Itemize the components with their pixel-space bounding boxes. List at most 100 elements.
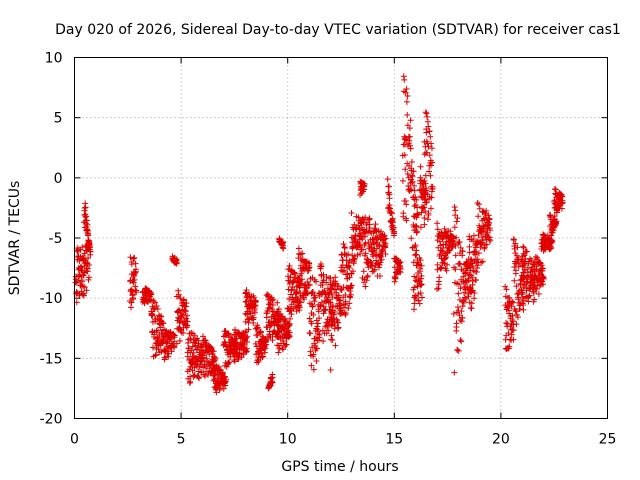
data-point [359,246,366,253]
data-point [180,311,187,318]
data-point [342,292,349,299]
data-point [474,264,481,271]
data-point [451,203,458,210]
data-point [523,248,530,255]
data-point [190,349,197,356]
data-point [293,308,300,315]
data-point [402,166,409,173]
data-point [269,379,276,386]
data-point [475,232,482,239]
data-point [311,298,318,305]
data-point [184,318,191,325]
data-point [428,194,435,201]
data-point [379,247,386,254]
data-point [356,242,363,249]
data-point [403,217,410,224]
data-point [411,203,418,210]
data-point [519,290,526,297]
data-point [469,278,476,285]
x-tick-label: 10 [279,432,297,448]
data-point [298,276,305,283]
data-point [412,194,419,201]
data-point [331,309,338,316]
data-point [196,375,203,382]
data-point [327,274,334,281]
data-point [404,92,411,99]
data-point [425,123,432,130]
data-point [474,256,481,263]
data-point [286,315,293,322]
data-point [280,346,287,353]
data-point [533,286,540,293]
data-point [513,283,520,290]
data-point [79,278,86,285]
data-point [426,152,433,159]
data-point [82,204,89,211]
data-point [429,183,436,190]
data-point [469,263,476,270]
data-point [241,342,248,349]
data-point [417,257,424,264]
data-point [471,295,478,302]
data-point [367,258,374,265]
data-point [389,219,396,226]
data-point [280,245,287,252]
data-point [351,221,358,228]
data-point [411,300,418,307]
data-point [558,200,565,207]
data-point [132,283,139,290]
data-point [410,306,417,313]
data-point [510,336,517,343]
data-point [407,186,414,193]
data-point [314,323,321,330]
data-point [475,213,482,220]
data-point [158,313,165,320]
data-point [323,274,330,281]
data-point [286,280,293,287]
data-point [283,341,290,348]
data-point [212,355,219,362]
data-point [399,177,406,184]
data-point [454,346,461,353]
data-point [530,289,537,296]
data-point [505,330,512,337]
data-point [86,261,93,268]
data-point [422,208,429,215]
data-point [511,245,518,252]
data-point [512,307,519,314]
data-point [515,256,522,263]
data-point [487,237,494,244]
data-point [333,289,340,296]
data-point [368,259,375,266]
data-point [183,300,190,307]
data-point [548,244,555,251]
data-point [378,256,385,263]
data-point [421,215,428,222]
data-point [437,265,444,272]
data-point [337,297,344,304]
data-point [223,376,230,383]
x-tick-label: 25 [599,432,617,448]
data-point [524,264,531,271]
data-point [410,168,417,175]
data-point [538,262,545,269]
data-point [210,348,217,355]
data-point [232,326,239,333]
data-point [133,289,140,296]
data-point [329,294,336,301]
data-point [74,248,81,255]
data-point [459,248,466,255]
data-point [486,215,493,222]
data-point [381,232,388,239]
data-point [434,261,441,268]
data-point [253,343,260,350]
data-point [366,221,373,228]
data-point [362,240,369,247]
data-point [521,252,528,259]
data-point [423,199,430,206]
data-point [264,335,271,342]
data-point [332,342,339,349]
data-point [303,285,310,292]
data-point [428,162,435,169]
data-point [320,271,327,278]
